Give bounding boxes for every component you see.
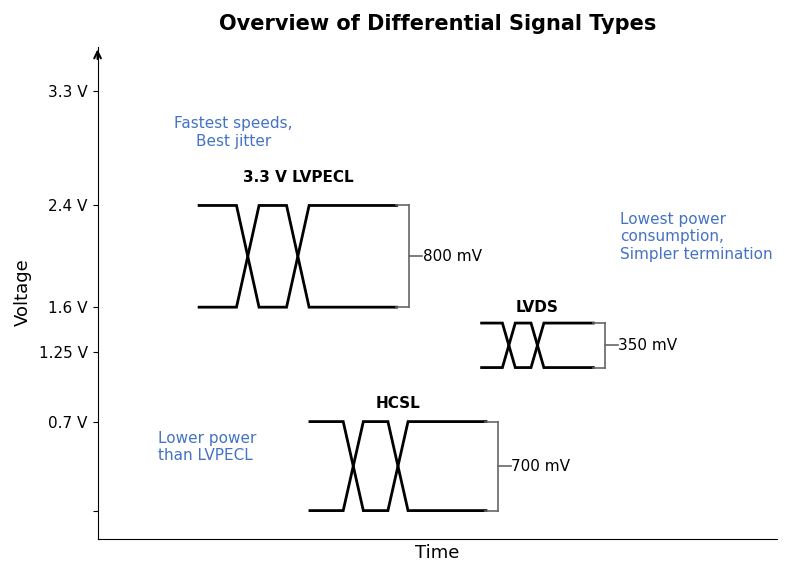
Text: Lower power
than LVPECL: Lower power than LVPECL <box>158 431 257 463</box>
Text: Lowest power
consumption,
Simpler termination: Lowest power consumption, Simpler termin… <box>620 212 772 262</box>
Text: HCSL: HCSL <box>375 396 420 411</box>
Title: Overview of Differential Signal Types: Overview of Differential Signal Types <box>218 14 656 34</box>
Text: 700 mV: 700 mV <box>511 458 570 473</box>
X-axis label: Time: Time <box>415 544 459 562</box>
Text: Fastest speeds,
Best jitter: Fastest speeds, Best jitter <box>174 116 293 149</box>
Text: 350 mV: 350 mV <box>618 338 678 353</box>
Y-axis label: Voltage: Voltage <box>14 259 32 327</box>
Text: 800 mV: 800 mV <box>423 249 482 264</box>
Text: LVDS: LVDS <box>516 300 559 315</box>
Text: 3.3 V LVPECL: 3.3 V LVPECL <box>242 170 353 185</box>
